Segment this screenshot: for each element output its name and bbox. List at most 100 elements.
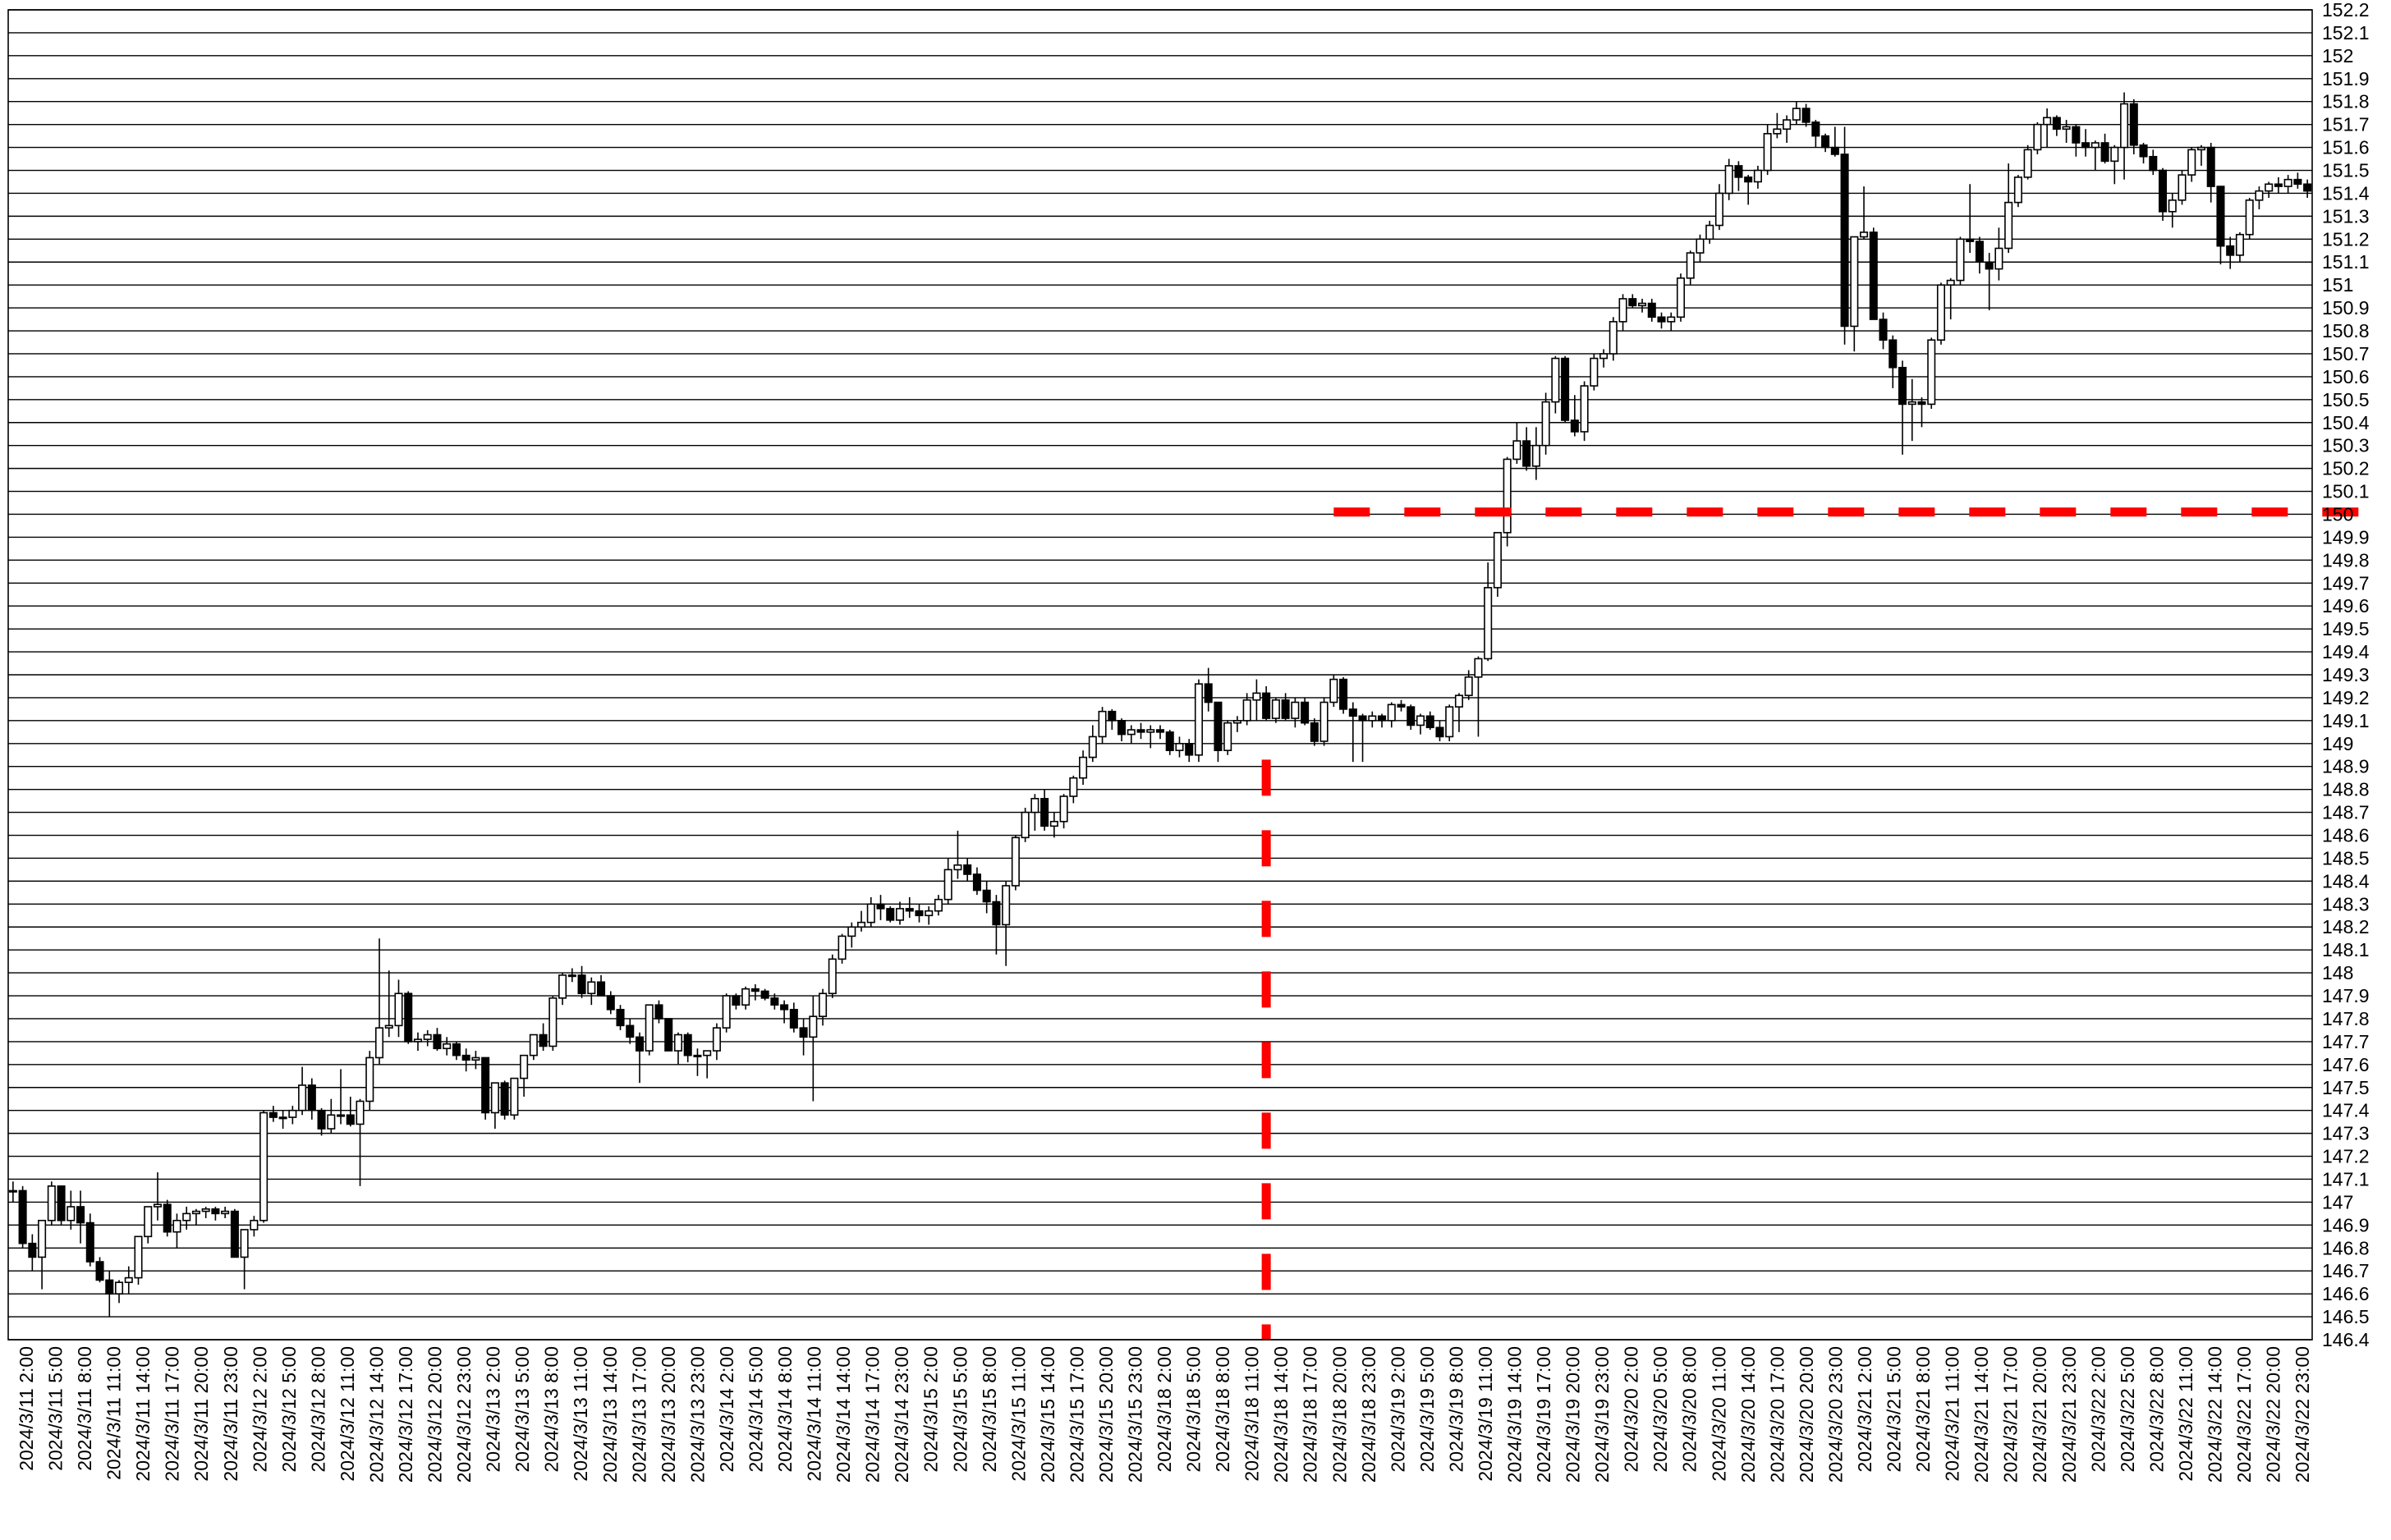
candle — [2043, 108, 2052, 148]
candle-body — [1879, 319, 1888, 341]
candle-body — [1021, 811, 1030, 839]
candle-body — [1232, 720, 1241, 724]
candle — [2120, 92, 2129, 180]
candle-body — [2196, 146, 2206, 151]
candle-body — [1975, 241, 1984, 264]
candle-body — [317, 1109, 326, 1130]
candle — [1348, 702, 1357, 763]
candle — [567, 968, 576, 983]
x-tick-label: 2024/3/13 11:00 — [570, 1346, 591, 1482]
y-tick-label: 147.5 — [2322, 1077, 2370, 1098]
candle-body — [654, 1004, 663, 1020]
candle-body — [789, 1008, 798, 1029]
candle-body — [529, 1034, 538, 1056]
x-tick-label: 2024/3/11 17:00 — [162, 1346, 183, 1482]
candle — [2283, 175, 2292, 194]
candle — [288, 1106, 297, 1125]
x-tick-label: 2024/3/14 11:00 — [804, 1346, 825, 1482]
candle — [2139, 143, 2148, 164]
candle-body — [1917, 401, 1926, 406]
candle — [1310, 718, 1319, 746]
candle — [1686, 250, 1695, 286]
x-tick-label: 2024/3/18 20:00 — [1329, 1346, 1350, 1483]
candle — [1888, 335, 1898, 388]
x-tick-label: 2024/3/21 5:00 — [1884, 1346, 1905, 1472]
candle — [1079, 750, 1088, 786]
candle-body — [1358, 715, 1367, 722]
candle-body — [925, 910, 934, 917]
candle — [2072, 124, 2081, 157]
candle — [895, 901, 905, 925]
candle — [1860, 186, 1869, 240]
candle — [1927, 337, 1936, 409]
x-tick-label: 2024/3/11 8:00 — [74, 1346, 95, 1471]
x-tick-label: 2024/3/18 11:00 — [1241, 1346, 1263, 1482]
candle-body — [240, 1229, 249, 1258]
candle — [2168, 193, 2177, 228]
candle-body — [1773, 128, 1782, 135]
candle — [750, 984, 760, 1001]
candle — [673, 1032, 682, 1065]
y-tick-label: 146.7 — [2322, 1260, 2370, 1281]
candle — [76, 1190, 85, 1244]
candle-body — [8, 1189, 17, 1193]
x-tick-label: 2024/3/13 17:00 — [628, 1346, 649, 1483]
candle-body — [1609, 321, 1618, 355]
candle — [1484, 562, 1493, 662]
candle-body — [2158, 169, 2168, 213]
x-tick-label: 2024/3/18 23:00 — [1358, 1346, 1379, 1483]
candle-body — [144, 1206, 153, 1238]
y-tick-label: 148 — [2322, 962, 2353, 983]
candle — [356, 1098, 365, 1186]
candle — [635, 1032, 645, 1084]
candle — [886, 906, 895, 923]
candle-body — [1252, 692, 1261, 701]
candle-body — [1079, 756, 1088, 779]
candle — [1454, 693, 1463, 732]
candle — [211, 1207, 220, 1221]
candle-body — [85, 1221, 94, 1263]
candle-body — [520, 1054, 529, 1079]
candle — [201, 1207, 210, 1218]
x-tick-label: 2024/3/15 2:00 — [920, 1346, 942, 1472]
candle-body — [2033, 123, 2042, 151]
grid-lines — [8, 9, 2312, 1341]
reference-lines — [1261, 507, 2391, 1340]
x-tick-label: 2024/3/12 11:00 — [337, 1346, 358, 1482]
candle-body — [1175, 742, 1184, 751]
candle-body — [1493, 532, 1502, 589]
candle — [1647, 298, 1656, 322]
candle-body — [1407, 706, 1416, 726]
candle-body — [857, 921, 866, 928]
candle — [423, 1029, 432, 1047]
candle-body — [1040, 798, 1049, 827]
candle-body — [413, 1038, 423, 1043]
candle-body — [809, 1015, 818, 1038]
candle — [992, 895, 1001, 955]
candle-body — [2245, 199, 2254, 236]
candle-body — [770, 997, 779, 1006]
x-tick-label: 2024/3/22 5:00 — [2117, 1346, 2138, 1472]
candle — [317, 1107, 326, 1136]
x-tick-label: 2024/3/22 11:00 — [2175, 1346, 2196, 1482]
y-tick-label: 148.7 — [2322, 802, 2370, 823]
candle — [1763, 124, 1772, 176]
x-tick-label: 2024/3/20 5:00 — [1650, 1346, 1671, 1472]
candle — [703, 1050, 712, 1079]
candle — [819, 988, 828, 1026]
candle-body — [394, 992, 403, 1027]
x-tick-label: 2024/3/12 14:00 — [365, 1346, 387, 1483]
x-tick-label: 2024/3/21 14:00 — [1971, 1346, 1992, 1483]
candle-body — [57, 1185, 66, 1221]
y-tick-label: 151.5 — [2322, 160, 2370, 181]
candle-body — [1994, 247, 2003, 270]
candle-body — [1319, 701, 1329, 742]
candle-body — [47, 1185, 56, 1221]
y-tick-label: 150.8 — [2322, 320, 2370, 341]
candle-body — [76, 1206, 85, 1224]
candle — [1667, 312, 1676, 332]
candle-body — [221, 1210, 230, 1215]
x-tick-label: 2024/3/13 8:00 — [541, 1346, 562, 1472]
x-tick-label: 2024/3/21 20:00 — [2029, 1346, 2050, 1483]
candle-body — [1551, 357, 1560, 403]
